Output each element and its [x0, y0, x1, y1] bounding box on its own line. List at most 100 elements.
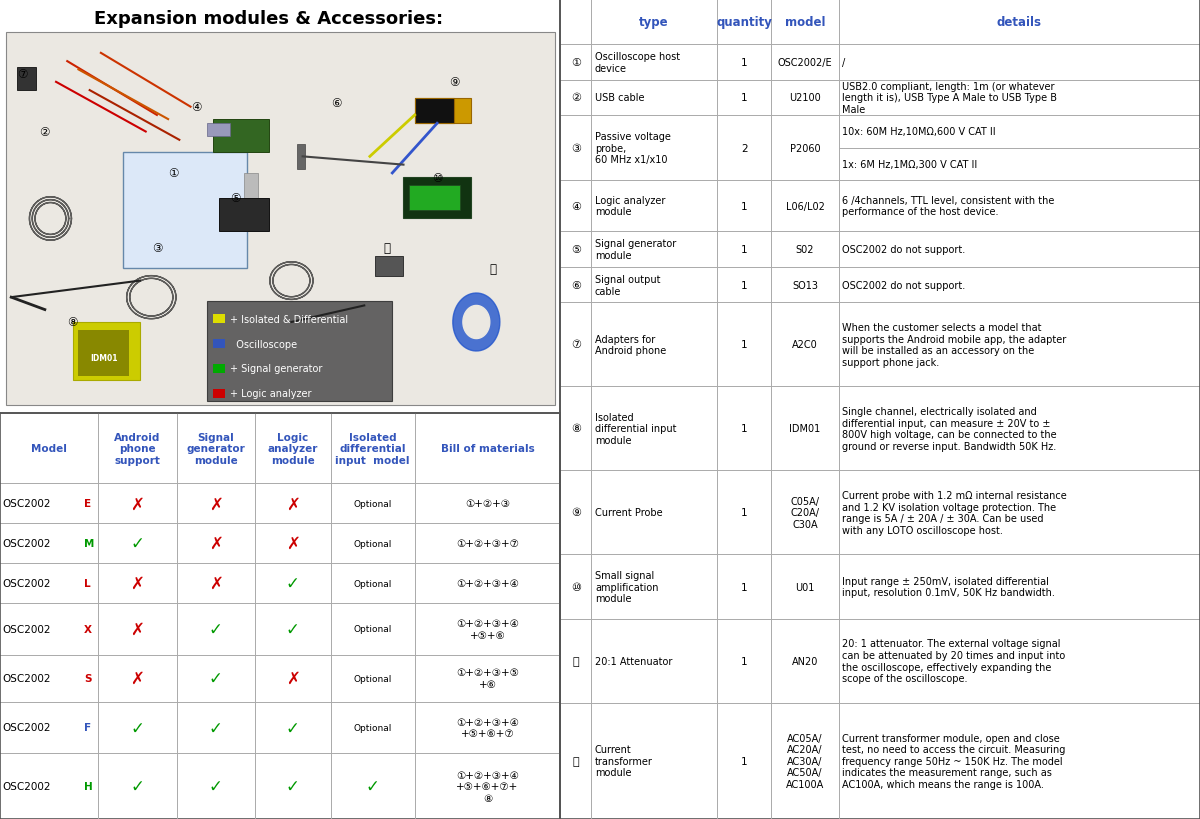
Text: Logic analyzer
module: Logic analyzer module — [595, 196, 665, 217]
Text: ✗: ✗ — [131, 669, 144, 687]
Text: OSC2002 do not support.: OSC2002 do not support. — [842, 280, 966, 291]
Text: IDM01: IDM01 — [790, 424, 821, 434]
Text: OSC2002: OSC2002 — [2, 499, 52, 509]
Text: U2100: U2100 — [790, 93, 821, 103]
Text: ✗: ✗ — [209, 535, 223, 553]
Text: F: F — [84, 722, 91, 733]
Text: 6 /4channels, TTL level, consistent with the
performance of the host device.: 6 /4channels, TTL level, consistent with… — [842, 196, 1055, 217]
Text: ⑪: ⑪ — [383, 242, 390, 255]
Text: OSC2002: OSC2002 — [2, 578, 52, 589]
Text: 1x: 6M Hz,1MΩ,300 V CAT II: 1x: 6M Hz,1MΩ,300 V CAT II — [842, 160, 978, 170]
Text: ✓: ✓ — [131, 777, 144, 795]
Text: ✗: ✗ — [131, 574, 144, 592]
Text: OSC2002: OSC2002 — [2, 673, 52, 683]
Text: C05A/
C20A/
C30A: C05A/ C20A/ C30A — [791, 496, 820, 529]
FancyBboxPatch shape — [415, 99, 470, 124]
Text: ✓: ✓ — [286, 718, 300, 736]
Text: 20:1 Attenuator: 20:1 Attenuator — [595, 656, 672, 666]
Polygon shape — [452, 294, 500, 351]
Text: Optional: Optional — [354, 579, 392, 588]
Text: OSC2002: OSC2002 — [2, 539, 52, 549]
Text: ✗: ✗ — [286, 669, 300, 687]
Text: SO13: SO13 — [792, 280, 818, 291]
Text: AC05A/
AC20A/
AC30A/
AC50A/
AC100A: AC05A/ AC20A/ AC30A/ AC50A/ AC100A — [786, 733, 824, 790]
Text: Small signal
amplification
module: Small signal amplification module — [595, 570, 659, 604]
Text: OSC2002 do not support.: OSC2002 do not support. — [842, 245, 966, 255]
Text: 1: 1 — [740, 340, 748, 350]
Text: 1: 1 — [740, 581, 748, 592]
Text: ✓: ✓ — [131, 718, 144, 736]
FancyBboxPatch shape — [212, 364, 226, 373]
FancyBboxPatch shape — [244, 174, 258, 198]
Text: ④: ④ — [191, 101, 202, 114]
Text: When the customer selects a model that
supports the Android mobile app, the adap: When the customer selects a model that s… — [842, 323, 1067, 368]
FancyBboxPatch shape — [212, 314, 226, 324]
Text: type: type — [640, 16, 668, 29]
Text: Oscilloscope host
device: Oscilloscope host device — [595, 52, 680, 74]
Text: Single channel, electrically isolated and
differential input, can measure ± 20V : Single channel, electrically isolated an… — [842, 406, 1057, 451]
Text: ①+②+③+④
+⑤+⑥+⑦+
⑧: ①+②+③+④ +⑤+⑥+⑦+ ⑧ — [456, 770, 518, 803]
Text: ✗: ✗ — [286, 495, 300, 513]
Text: 2: 2 — [740, 143, 748, 153]
Text: ①+②+③+⑦: ①+②+③+⑦ — [456, 539, 518, 549]
Text: 1: 1 — [740, 424, 748, 434]
Text: Android
phone
support: Android phone support — [114, 432, 161, 465]
Text: L06/L02: L06/L02 — [786, 201, 824, 211]
Text: U01: U01 — [796, 581, 815, 592]
Text: AN20: AN20 — [792, 656, 818, 666]
Text: Current
transformer
module: Current transformer module — [595, 744, 653, 777]
FancyBboxPatch shape — [244, 206, 258, 232]
Text: + Signal generator: + Signal generator — [229, 364, 322, 374]
Text: Adapters for
Android phone: Adapters for Android phone — [595, 334, 666, 355]
Text: Optional: Optional — [354, 674, 392, 683]
Text: ①+②+③+⑤
+⑥: ①+②+③+⑤ +⑥ — [456, 667, 518, 689]
FancyBboxPatch shape — [376, 256, 403, 277]
Text: Logic
analyzer
module: Logic analyzer module — [268, 432, 318, 465]
Text: ⑤: ⑤ — [230, 192, 241, 205]
Text: ✓: ✓ — [286, 620, 300, 638]
Text: Bill of materials: Bill of materials — [440, 444, 534, 454]
Text: ✓: ✓ — [209, 777, 223, 795]
FancyBboxPatch shape — [218, 198, 269, 232]
Text: ⑦: ⑦ — [17, 68, 28, 81]
Text: ✓: ✓ — [286, 574, 300, 592]
Text: ①+②+③+④: ①+②+③+④ — [456, 578, 518, 589]
FancyBboxPatch shape — [415, 99, 454, 124]
Text: ⑫: ⑫ — [490, 262, 497, 275]
Text: Optional: Optional — [354, 625, 392, 634]
Text: Input range ± 250mV, isolated differential
input, resolution 0.1mV, 50K Hz bandw: Input range ± 250mV, isolated differenti… — [842, 576, 1055, 598]
FancyBboxPatch shape — [212, 340, 226, 349]
Text: ✓: ✓ — [209, 620, 223, 638]
FancyBboxPatch shape — [298, 145, 306, 170]
Text: Passive voltage
probe,
60 MHz x1/x10: Passive voltage probe, 60 MHz x1/x10 — [595, 132, 671, 165]
Text: ⑥: ⑥ — [571, 280, 581, 291]
Text: ⑨: ⑨ — [571, 508, 581, 518]
Text: X: X — [84, 624, 92, 634]
Text: S: S — [84, 673, 91, 683]
FancyBboxPatch shape — [409, 186, 460, 211]
Text: quantity: quantity — [716, 16, 773, 29]
Text: Model: Model — [31, 444, 67, 454]
Text: /: / — [842, 58, 846, 68]
Text: USB cable: USB cable — [595, 93, 644, 103]
Text: H: H — [84, 781, 92, 791]
Text: A2C0: A2C0 — [792, 340, 818, 350]
Text: 1: 1 — [740, 756, 748, 766]
Text: OSC2002: OSC2002 — [2, 781, 52, 791]
FancyBboxPatch shape — [124, 153, 246, 269]
Text: ✓: ✓ — [366, 777, 379, 795]
Text: ⑩: ⑩ — [571, 581, 581, 592]
Text: ⑪: ⑪ — [572, 656, 580, 666]
Text: OSC2002: OSC2002 — [2, 624, 52, 634]
Text: Isolated
differential
input  model: Isolated differential input model — [336, 432, 410, 465]
Text: ①: ① — [168, 167, 179, 180]
Text: Current Probe: Current Probe — [595, 508, 662, 518]
Text: Signal
generator
module: Signal generator module — [186, 432, 245, 465]
Text: ✓: ✓ — [286, 777, 300, 795]
Text: ✗: ✗ — [131, 620, 144, 638]
Text: ⑧: ⑧ — [67, 316, 78, 329]
FancyBboxPatch shape — [208, 302, 392, 401]
FancyBboxPatch shape — [212, 389, 226, 398]
Text: ⑨: ⑨ — [449, 76, 460, 89]
Text: OSC2002/E: OSC2002/E — [778, 58, 833, 68]
